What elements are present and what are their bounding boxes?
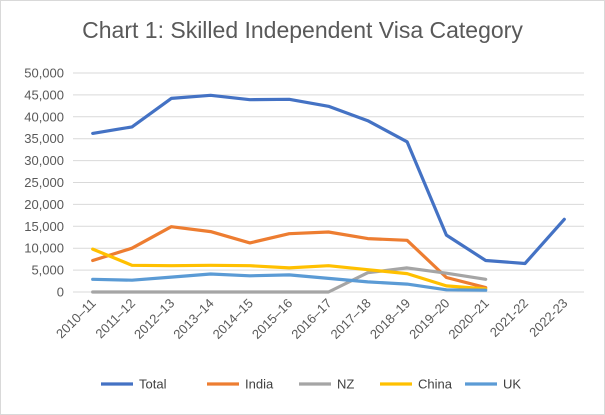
y-tick-label: 20,000 (24, 197, 64, 212)
x-tick-label: 2020–21 (445, 296, 491, 342)
y-tick-label: 25,000 (24, 175, 64, 190)
x-tick-label: 2014–15 (210, 296, 256, 342)
x-tick-label: 2013–14 (170, 296, 216, 342)
legend-label: China (418, 377, 453, 392)
y-tick-label: 5,000 (31, 263, 64, 278)
y-tick-label: 0 (57, 285, 64, 300)
y-tick-label: 10,000 (24, 241, 64, 256)
x-tick-label: 2015–16 (249, 296, 295, 342)
x-tick-label: 2018–19 (367, 296, 413, 342)
chart-title: Chart 1: Skilled Independent Visa Catego… (82, 17, 523, 43)
x-tick-label: 2022-23 (526, 296, 570, 340)
x-tick-label: 2019–20 (406, 296, 452, 342)
x-tick-label: 2017–18 (328, 296, 374, 342)
y-tick-label: 40,000 (24, 109, 64, 124)
x-tick-label: 2010–11 (53, 296, 99, 342)
y-tick-label: 50,000 (24, 66, 64, 81)
x-tick-label: 2016–17 (288, 296, 334, 342)
series-line-india (91, 225, 488, 290)
legend-label: India (245, 377, 274, 392)
y-tick-label: 35,000 (24, 131, 64, 146)
legend-label: NZ (337, 377, 354, 392)
legend-label: Total (139, 377, 167, 392)
y-tick-label: 30,000 (24, 153, 64, 168)
series-line-uk (91, 272, 488, 292)
series-line-nz (91, 266, 488, 294)
x-tick-label: 2011–12 (92, 296, 138, 342)
y-tick-label: 45,000 (24, 87, 64, 102)
x-tick-label: 2012–13 (131, 296, 177, 342)
x-tick-label: 2021-22 (487, 296, 531, 340)
series-line-total (91, 93, 566, 266)
legend-label: UK (503, 377, 521, 392)
y-tick-label: 15,000 (24, 219, 64, 234)
series-line-china (91, 247, 488, 291)
